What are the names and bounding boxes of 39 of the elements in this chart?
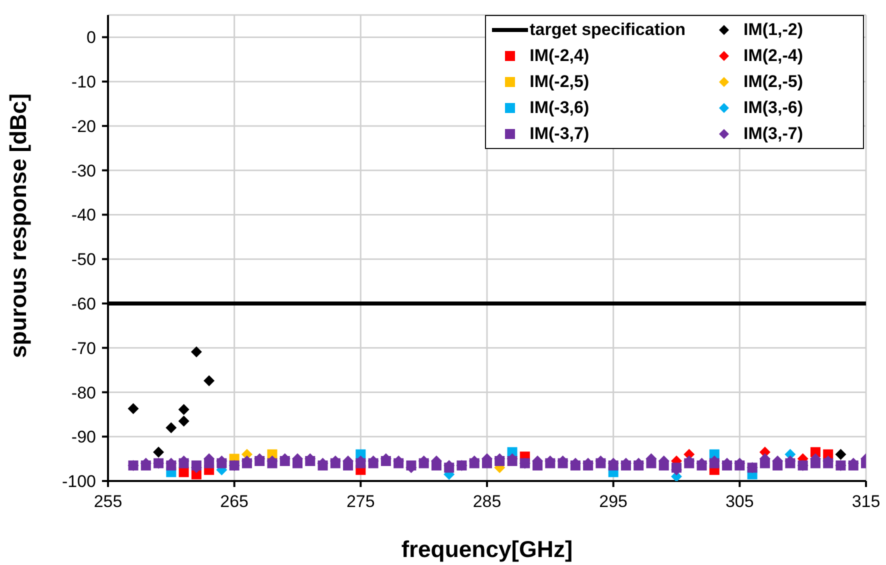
y-tick-label: 0	[86, 28, 96, 48]
point	[166, 422, 177, 434]
point	[835, 448, 846, 460]
y-tick-label: -30	[71, 161, 96, 180]
legend-label: target specification	[530, 20, 686, 40]
legend-label: IM(-3,6)	[530, 98, 590, 118]
x-tick-label: 305	[725, 492, 754, 512]
legend-label: IM(-2,4)	[530, 46, 590, 66]
y-tick-label: -80	[71, 383, 96, 402]
y-tick-label: -40	[71, 206, 96, 225]
x-tick-label: 255	[94, 492, 122, 512]
point	[204, 375, 215, 386]
y-tick-label: -100	[62, 472, 96, 492]
point	[128, 403, 139, 414]
point	[153, 446, 164, 458]
legend-label: IM(3,-7)	[744, 124, 803, 144]
y-tick-label: -90	[71, 428, 96, 447]
x-tick-label: 275	[346, 492, 375, 512]
point	[178, 416, 190, 427]
point	[178, 467, 189, 478]
point	[178, 404, 190, 416]
y-axis-title: spurous response [dBc]	[5, 93, 32, 358]
x-tick-label: 265	[220, 492, 249, 512]
y-tick-label: -20	[71, 116, 96, 136]
legend-label: IM(1,-2)	[744, 20, 803, 40]
x-tick-label: 315	[852, 492, 880, 512]
x-tick-label: 295	[599, 492, 628, 512]
y-tick-label: -50	[71, 250, 96, 270]
legend-label: IM(2,-4)	[744, 46, 803, 66]
y-tick-label: -70	[71, 338, 96, 358]
legend-label: IM(2,-5)	[744, 72, 803, 92]
x-axis-title: frequency[GHz]	[401, 536, 573, 562]
legend-label: IM(-3,7)	[530, 124, 590, 144]
legend-label: IM(-2,5)	[530, 72, 590, 92]
y-tick-label: -60	[71, 294, 96, 314]
x-tick-label: 285	[472, 492, 502, 512]
point	[190, 346, 202, 358]
y-tick-label: -10	[71, 72, 96, 92]
legend-label: IM(3,-6)	[744, 98, 803, 118]
